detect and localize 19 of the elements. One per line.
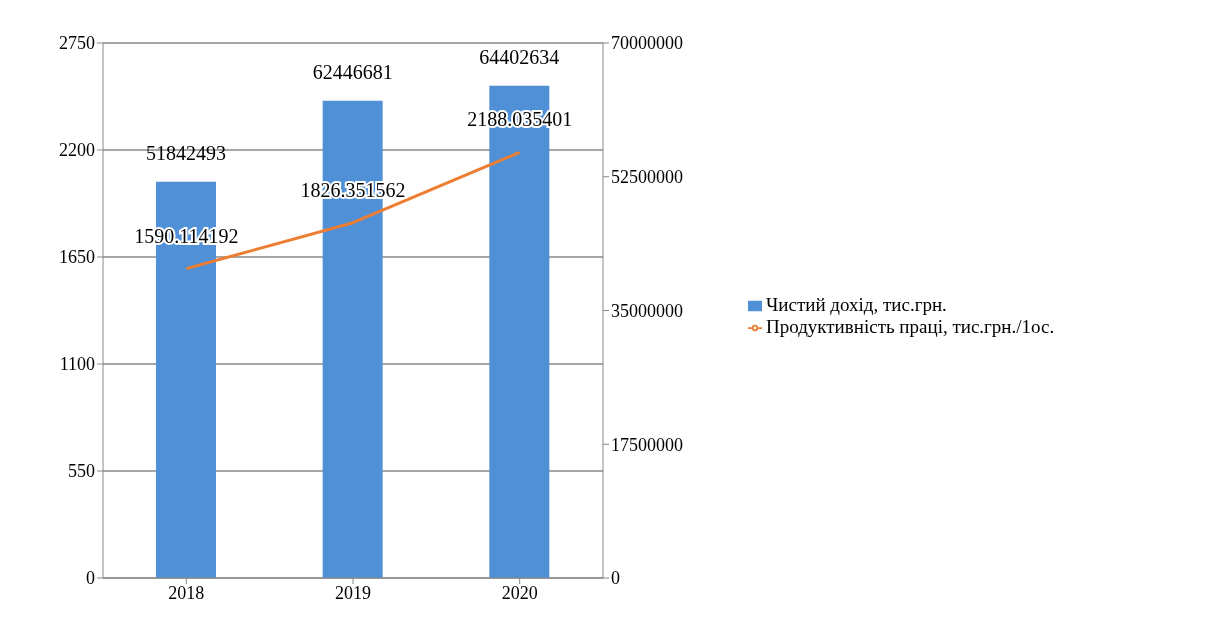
data-label: 62446681 bbox=[312, 60, 393, 83]
y-tick-label: 1650 bbox=[59, 247, 95, 268]
y2-tick-label: 17500000 bbox=[611, 434, 683, 455]
legend-label: Продуктивність праці, тис.грн./1ос. bbox=[766, 315, 1055, 337]
data-label: 51842493 bbox=[146, 141, 226, 164]
y-tick-label: 2200 bbox=[59, 140, 95, 161]
data-label: 64402634 bbox=[479, 45, 560, 68]
y-tick-label: 0 bbox=[86, 568, 95, 589]
legend-label: Чистий дохід, тис.грн. bbox=[766, 293, 947, 315]
y2-tick-label: 70000000 bbox=[611, 33, 683, 54]
y2-tick-label: 35000000 bbox=[611, 300, 683, 321]
x-tick-label: 2020 bbox=[501, 582, 538, 603]
y-tick-label: 2750 bbox=[59, 33, 95, 54]
y2-tick-label: 52500000 bbox=[611, 167, 683, 188]
x-tick-label: 2019 bbox=[335, 582, 371, 603]
y-tick-label: 550 bbox=[68, 461, 95, 482]
x-tick-label: 2018 bbox=[168, 582, 205, 603]
y2-tick-label: 0 bbox=[611, 568, 620, 589]
y-tick-label: 1100 bbox=[59, 354, 95, 375]
